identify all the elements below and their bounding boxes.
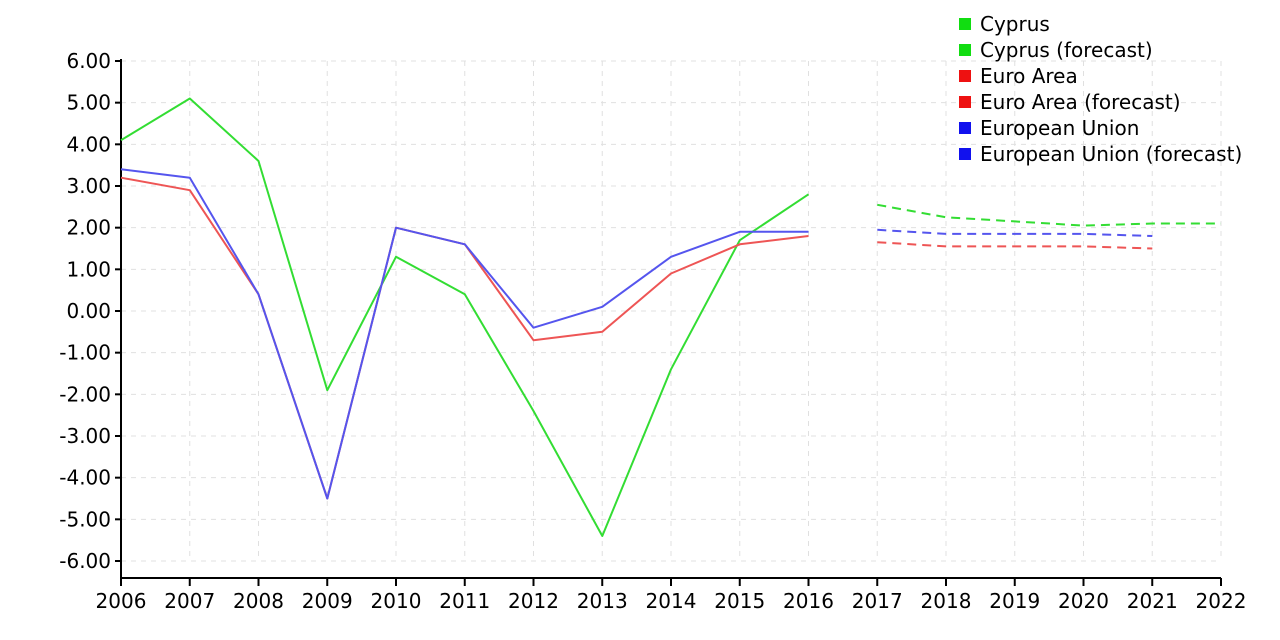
legend-label: Cyprus [980, 12, 1050, 36]
x-tick-label: 2007 [164, 589, 215, 613]
series-line-european-union-forecast [877, 228, 1153, 237]
x-tick-label: 2019 [989, 589, 1040, 613]
x-tick-label: 2008 [233, 589, 284, 613]
y-tick-label: 5.00 [66, 91, 111, 115]
axes: 6.00 5.00 4.00 3.00 2.00 1.00 0.00 -1.00 -2.00 -3… [59, 49, 1246, 613]
y-tick-label: -3.00 [59, 424, 111, 448]
y-tick-label: -2.00 [59, 382, 111, 406]
legend-swatch [959, 148, 971, 160]
legend-swatch [959, 96, 971, 108]
grid [120, 60, 1222, 562]
x-tick-label: 2015 [714, 589, 765, 613]
x-tick-label: 2010 [371, 589, 422, 613]
y-tick-label: 2.00 [66, 216, 111, 240]
y-tick-label: 4.00 [66, 132, 111, 156]
y-tick-label: 1.00 [66, 257, 111, 281]
legend-swatch [959, 18, 971, 30]
x-tick-label: 2016 [783, 589, 834, 613]
x-tick-label: 2013 [577, 589, 628, 613]
legend-label: Cyprus (forecast) [980, 38, 1153, 62]
legend-swatch [959, 44, 971, 56]
x-tick-label: 2014 [646, 589, 697, 613]
legend-label: Euro Area [980, 64, 1078, 88]
series-line-euro-area-forecast [877, 241, 1153, 250]
y-tick-label: 6.00 [66, 49, 111, 73]
y-tick-label: 3.00 [66, 174, 111, 198]
series-lines [120, 97, 1221, 537]
x-tick-label: 2021 [1127, 589, 1178, 613]
legend-label: European Union (forecast) [980, 142, 1242, 166]
x-tick-label: 2020 [1058, 589, 1109, 613]
x-tick-label: 2009 [302, 589, 353, 613]
x-tick-label: 2022 [1196, 589, 1247, 613]
legend-swatch [959, 70, 971, 82]
y-tick-label: 0.00 [66, 299, 111, 323]
x-tick-label: 2006 [96, 589, 147, 613]
x-tick-label: 2017 [852, 589, 903, 613]
y-tick-label: -5.00 [59, 507, 111, 531]
series-line-cyprus [120, 97, 810, 537]
legend-swatch [959, 122, 971, 134]
legend-label: Euro Area (forecast) [980, 90, 1181, 114]
y-tick-label: -1.00 [59, 341, 111, 365]
x-tick-label: 2012 [508, 589, 559, 613]
y-tick-label: -6.00 [59, 549, 111, 573]
legend-label: European Union [980, 116, 1139, 140]
x-tick-label: 2018 [921, 589, 972, 613]
series-line-european-union [120, 168, 809, 500]
series-line-cyprus-forecast [877, 203, 1221, 227]
x-tick-label: 2011 [439, 589, 490, 613]
y-tick-label: -4.00 [59, 466, 111, 490]
